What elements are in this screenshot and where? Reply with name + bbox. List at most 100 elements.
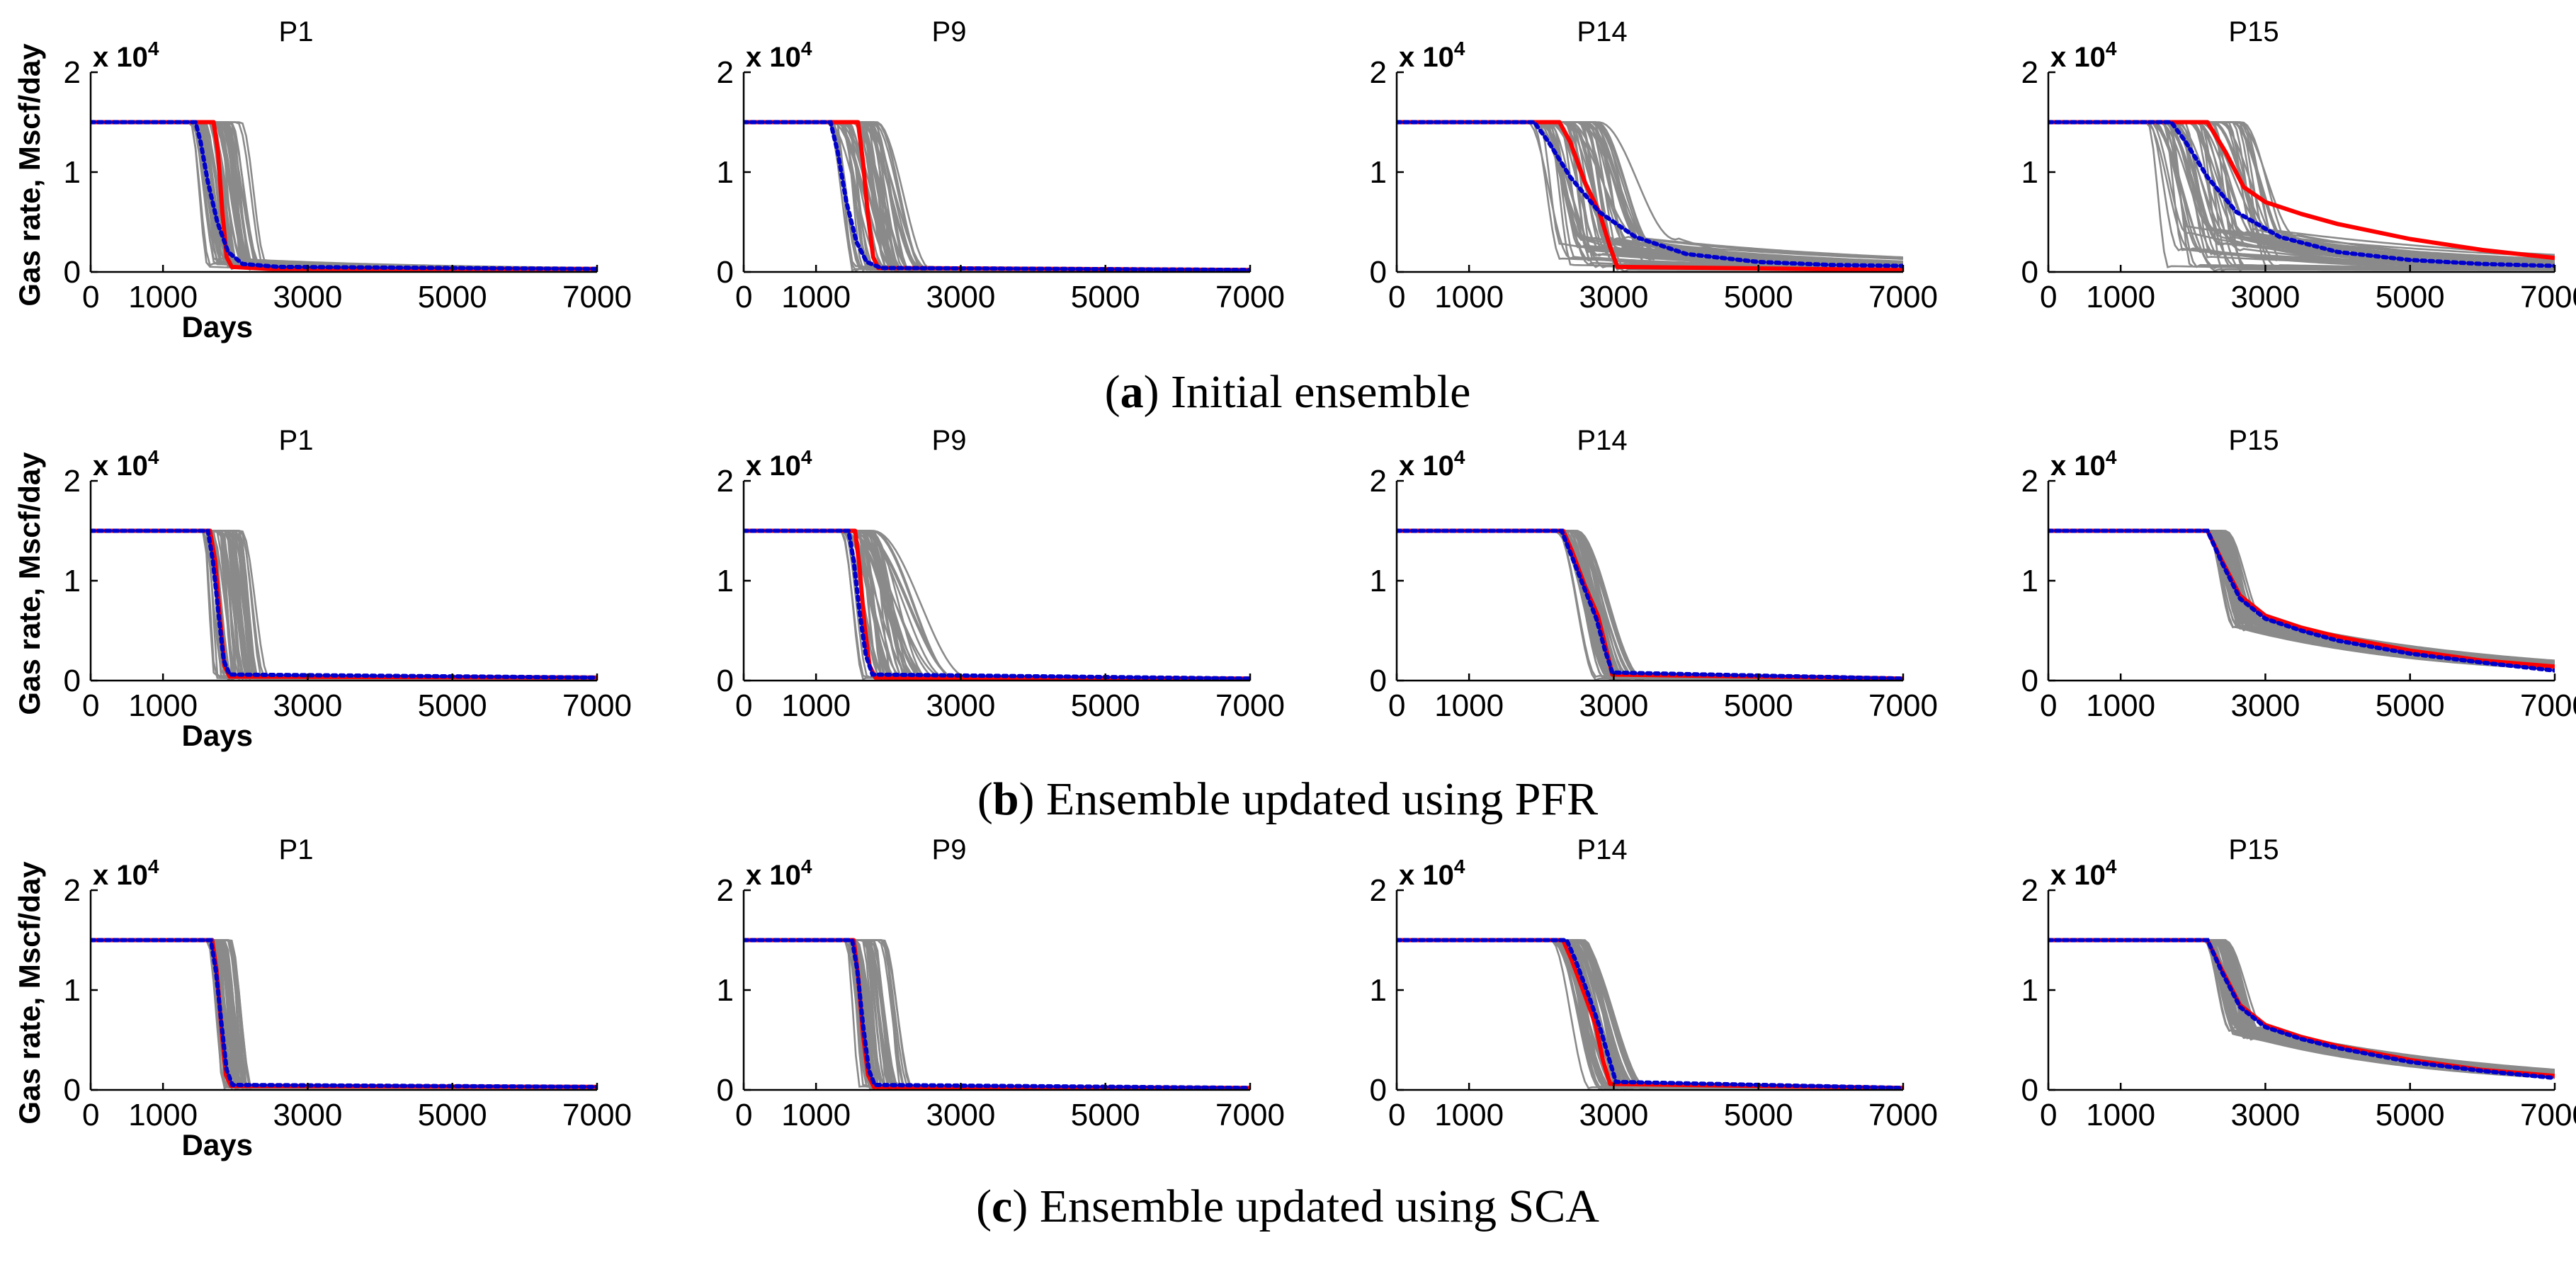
panel-title: P14 bbox=[1577, 16, 1627, 47]
ensemble-line bbox=[2048, 939, 2555, 1079]
ensemble-line bbox=[1397, 939, 1903, 1090]
ensemble-line bbox=[1397, 530, 1903, 681]
ensemble-line bbox=[2048, 939, 2555, 1074]
ensemble-line bbox=[744, 530, 1250, 680]
ensemble-line bbox=[2048, 530, 2555, 667]
ensemble-line bbox=[744, 939, 1250, 1089]
ensemble-line bbox=[744, 530, 1250, 680]
x-tick-label: 7000 bbox=[1215, 1098, 1285, 1132]
ensemble-line bbox=[744, 121, 1250, 271]
ensemble-line bbox=[1397, 530, 1903, 681]
ensemble-line bbox=[1397, 530, 1903, 680]
ensemble-line bbox=[744, 121, 1250, 271]
ensemble-line bbox=[91, 121, 597, 270]
ensemble-line bbox=[91, 530, 597, 680]
ensemble-line bbox=[1397, 939, 1903, 1089]
ensemble-line bbox=[91, 939, 597, 1089]
truth-line bbox=[1397, 938, 1903, 1091]
ensemble-line bbox=[744, 121, 1250, 271]
ensemble-line bbox=[744, 939, 1250, 1089]
ensemble-line bbox=[2048, 530, 2555, 665]
ensemble-line bbox=[2048, 939, 2555, 1074]
ensemble-line bbox=[2048, 530, 2555, 668]
curves bbox=[1397, 938, 1903, 1091]
exponent-label: x 104 bbox=[2050, 855, 2117, 891]
ensemble-line bbox=[91, 530, 597, 680]
ensemble-line bbox=[1397, 939, 1903, 1090]
panel-3-p1: 0 1 2 0 1000 3000 5000 7000 x 104 P1 Gas rate, Msc… bbox=[13, 834, 632, 1161]
ensemble-line bbox=[91, 121, 597, 271]
ensemble-line bbox=[1397, 530, 1903, 681]
panel-3-p9: 0 1 2 0 1000 3000 5000 7000 x 104 P9 bbox=[717, 834, 1285, 1132]
ensemble-line bbox=[1397, 530, 1903, 680]
ensemble-line bbox=[91, 121, 597, 271]
ensemble-line bbox=[744, 530, 1250, 681]
ensemble-line bbox=[1397, 939, 1903, 1090]
ensemble-line bbox=[2048, 530, 2555, 670]
ensemble-line bbox=[744, 121, 1250, 271]
ensemble-line bbox=[91, 939, 597, 1089]
ensemble-line bbox=[2048, 530, 2555, 666]
ensemble-line bbox=[1397, 939, 1903, 1091]
ensemble-line bbox=[2048, 530, 2555, 664]
truth-line bbox=[91, 528, 597, 680]
ensemble-line bbox=[744, 530, 1250, 681]
ensemble-line bbox=[91, 121, 597, 271]
ensemble-line bbox=[744, 939, 1250, 1091]
ensemble-line bbox=[744, 530, 1250, 681]
ensemble-line bbox=[91, 121, 597, 271]
x-tick-label: 5000 bbox=[418, 280, 487, 314]
ensemble-line bbox=[91, 939, 597, 1089]
ensemble-line bbox=[744, 121, 1250, 271]
ensemble-line bbox=[2048, 939, 2555, 1074]
panel-title: P15 bbox=[2228, 16, 2279, 47]
ensemble-line bbox=[91, 121, 597, 271]
ensemble-line bbox=[91, 121, 597, 271]
x-tick-label: 7000 bbox=[2520, 280, 2576, 314]
exponent-label: x 104 bbox=[2050, 38, 2117, 73]
ensemble-line bbox=[1397, 939, 1903, 1091]
ensemble-line bbox=[91, 530, 597, 680]
ensemble-line bbox=[2048, 530, 2555, 671]
ensemble-line bbox=[91, 530, 597, 680]
ensemble-line bbox=[91, 121, 597, 271]
ensemble-line bbox=[2048, 939, 2555, 1076]
ensemble-line bbox=[1397, 530, 1903, 681]
ensemble-line bbox=[744, 121, 1250, 271]
curves bbox=[2048, 120, 2555, 273]
ensemble-line bbox=[2048, 939, 2555, 1079]
ensemble-line bbox=[1397, 939, 1903, 1090]
mean-line bbox=[1397, 528, 1903, 681]
ensemble-line bbox=[91, 939, 597, 1089]
ensemble-line bbox=[1397, 939, 1903, 1091]
x-tick-label: 7000 bbox=[1868, 688, 1938, 723]
ensemble-line bbox=[91, 121, 597, 271]
ensemble-line bbox=[744, 121, 1250, 271]
ensemble-line bbox=[91, 121, 597, 271]
x-axis-label: Days bbox=[182, 310, 253, 343]
ensemble-line bbox=[2048, 939, 2555, 1075]
ensemble-line bbox=[744, 121, 1250, 273]
mean-line bbox=[91, 120, 597, 271]
ensemble-line bbox=[91, 939, 597, 1089]
ensemble-line bbox=[91, 121, 597, 271]
ensemble-line bbox=[2048, 939, 2555, 1074]
ensemble-line bbox=[2048, 939, 2555, 1072]
ensemble-line bbox=[2048, 939, 2555, 1079]
y-tick-label: 0 bbox=[2021, 664, 2038, 698]
ensemble-line bbox=[2048, 939, 2555, 1076]
panel-title: P15 bbox=[2228, 834, 2279, 865]
truth-line bbox=[1397, 120, 1903, 273]
ensemble-line bbox=[91, 530, 597, 680]
ensemble-line bbox=[1397, 530, 1903, 680]
x-tick-label: 7000 bbox=[2520, 1098, 2576, 1132]
ensemble-line bbox=[1397, 530, 1903, 681]
caption-a: (a) Initial ensemble bbox=[1105, 366, 1471, 418]
ensemble-line bbox=[744, 939, 1250, 1089]
ensemble-line bbox=[91, 530, 597, 681]
ensemble-line bbox=[2048, 939, 2555, 1076]
panel-1-p15: 0 1 2 0 1000 3000 5000 7000 x 104 P15 bbox=[2021, 16, 2576, 314]
ensemble-line bbox=[91, 121, 597, 271]
mean-line bbox=[91, 938, 597, 1089]
